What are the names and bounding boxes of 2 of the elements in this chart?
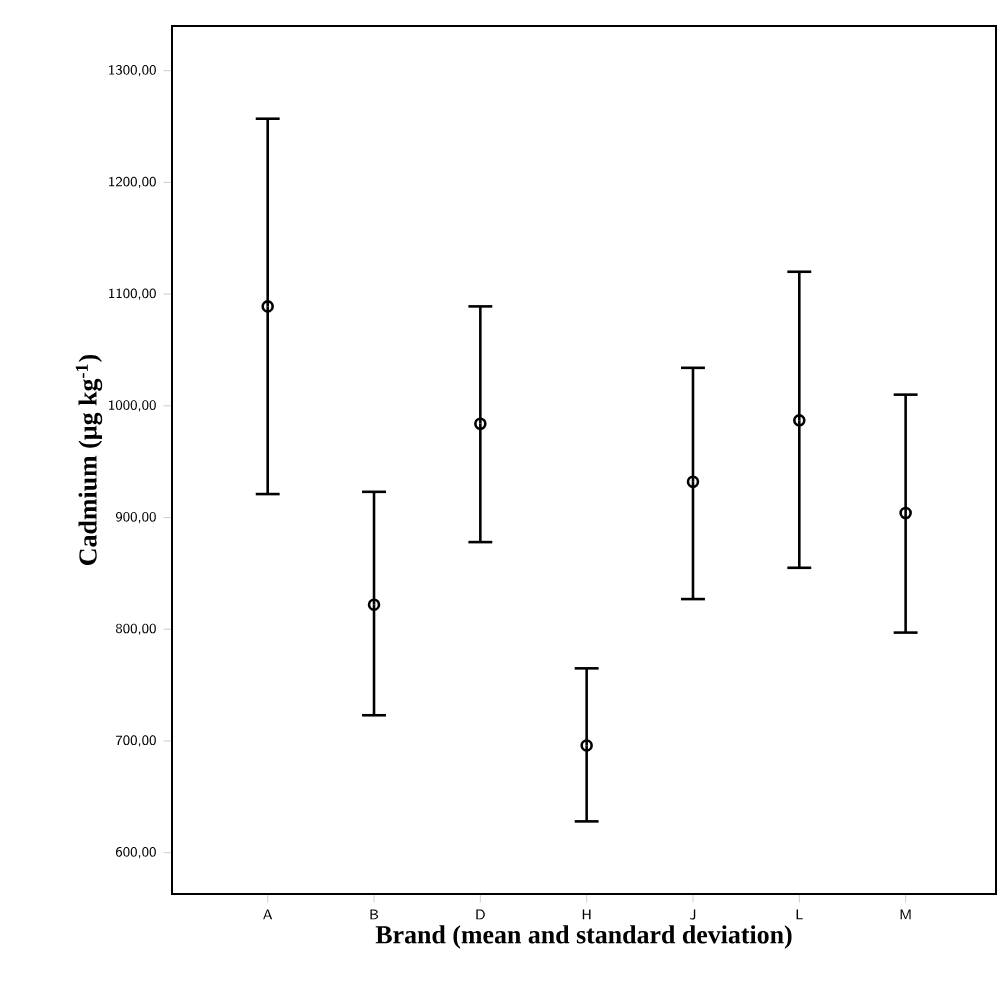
y-axis-title: Cadmium (µg kg$^{-1}$) <box>75 354 103 565</box>
x-axis-title: Brand (mean and standard deviation) <box>375 925 792 949</box>
